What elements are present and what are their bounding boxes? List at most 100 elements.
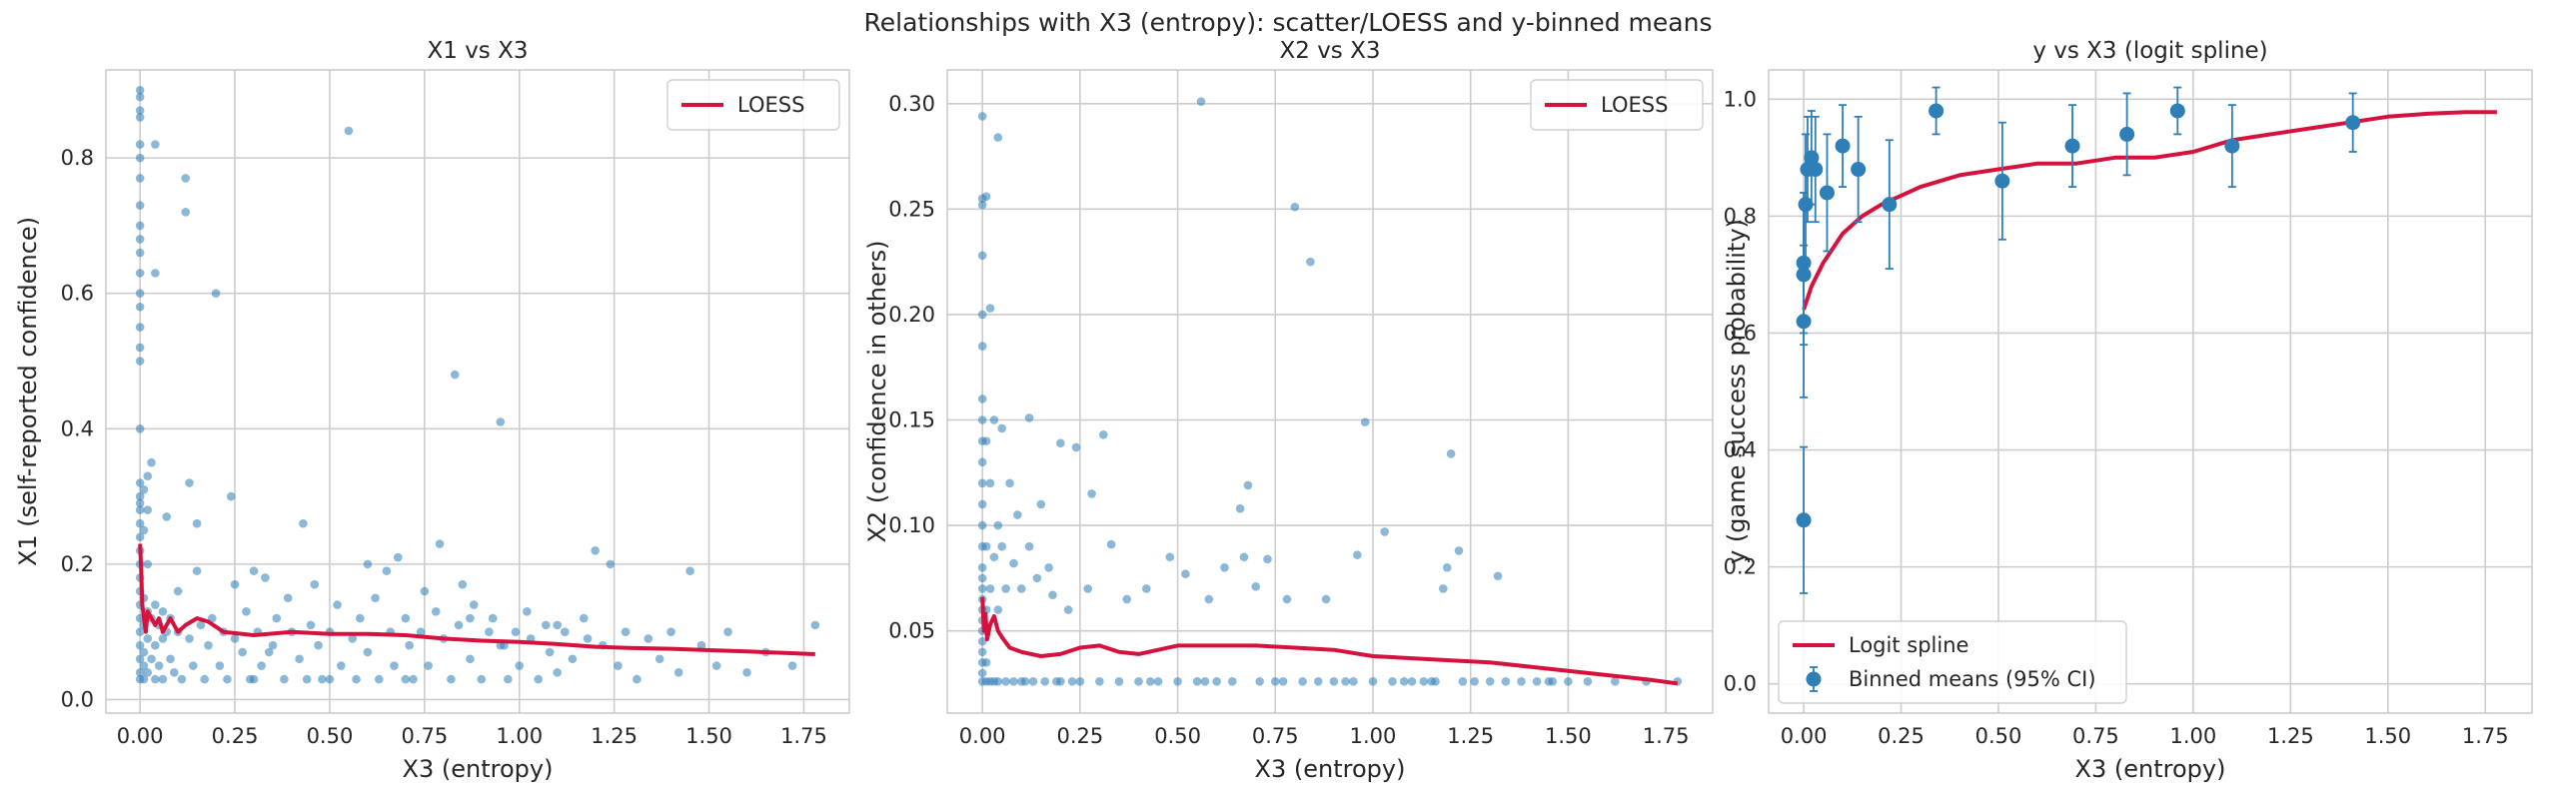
x-tick-label: 0.50 xyxy=(307,724,354,748)
scatter-point xyxy=(431,607,441,616)
scatter-point xyxy=(1270,677,1280,686)
figure-title: Relationships with X3 (entropy): scatter… xyxy=(863,8,1713,37)
scatter-point xyxy=(299,518,308,528)
scatter-point xyxy=(143,634,153,643)
scatter-point xyxy=(1134,677,1143,686)
scatter-point xyxy=(177,674,187,684)
scatter-point xyxy=(654,654,664,664)
y-tick-label: 0.4 xyxy=(61,416,94,440)
binned-mean-point xyxy=(2224,138,2240,154)
y-tick-label: 0.30 xyxy=(888,92,935,116)
scatter-point xyxy=(1075,677,1085,686)
scatter-point xyxy=(135,106,145,115)
scatter-point xyxy=(135,235,145,244)
scatter-point xyxy=(1032,573,1042,583)
scatter-point xyxy=(1122,594,1132,604)
x-axis-label: X3 (entropy) xyxy=(403,755,554,783)
y-tick-label: 0.8 xyxy=(61,146,94,170)
y-tick-label: 1.0 xyxy=(1724,87,1757,111)
scatter-point xyxy=(977,457,987,467)
scatter-point xyxy=(1263,554,1272,564)
scatter-point xyxy=(143,668,153,677)
y-tick-label: 0.0 xyxy=(61,687,94,711)
scatter-point xyxy=(1024,413,1034,422)
scatter-point xyxy=(139,525,149,535)
legend-box xyxy=(1530,79,1704,131)
scatter-point xyxy=(1439,584,1448,593)
binned-mean-point xyxy=(1851,162,1867,178)
scatter-point xyxy=(1099,429,1108,439)
scatter-point xyxy=(1360,417,1370,426)
scatter-point xyxy=(545,647,555,657)
scatter-point xyxy=(447,674,456,684)
scatter-point xyxy=(583,634,593,643)
scatter-point xyxy=(139,647,149,657)
legend: LOESS xyxy=(666,79,840,131)
scatter-point xyxy=(302,674,312,684)
scatter-point xyxy=(420,586,430,596)
x-tick-label: 1.25 xyxy=(1447,724,1494,748)
scatter-point xyxy=(1212,677,1221,686)
plot-area xyxy=(1796,86,2497,594)
legend: Logit spline Binned means (95% CI) xyxy=(1778,620,2127,704)
binned-mean-point xyxy=(2345,115,2361,131)
scatter-point xyxy=(226,491,236,501)
binned-mean-point xyxy=(1882,197,1898,213)
scatter-point xyxy=(242,607,251,616)
scatter-point xyxy=(1493,571,1503,581)
chart-panel-1: 0.00 0.25 0.50 0.75 1.00 1.25 1.50 1.75 0.0 0.2 0.… xyxy=(14,38,850,783)
scatter-point xyxy=(1227,677,1237,686)
x-tick-label: 1.75 xyxy=(1643,724,1690,748)
scatter-point xyxy=(977,478,987,488)
scatter-point xyxy=(344,126,354,136)
scatter-point xyxy=(151,140,160,149)
scatter-point xyxy=(185,634,194,643)
scatter-point xyxy=(280,674,289,684)
legend: LOESS xyxy=(1530,79,1704,131)
scatter-point xyxy=(135,627,145,636)
scatter-point xyxy=(135,668,145,677)
scatter-point xyxy=(139,674,149,684)
x-axis-label: X3 (entropy) xyxy=(1255,755,1406,783)
scatter-point xyxy=(977,584,987,593)
scatter-point xyxy=(204,640,213,650)
scatter-point xyxy=(977,668,987,678)
scatter-point xyxy=(405,640,414,650)
scatter-point xyxy=(325,674,335,684)
scatter-point xyxy=(1368,677,1378,686)
scatter-point xyxy=(135,201,145,210)
scatter-point xyxy=(989,552,999,562)
scatter-point xyxy=(416,627,426,636)
scatter-point xyxy=(318,674,327,684)
y-tick-label: 0.15 xyxy=(888,408,935,432)
y-tick-label: 0.4 xyxy=(1724,438,1757,462)
axes-frame xyxy=(1768,69,2533,714)
scatter-point xyxy=(135,423,145,433)
scatter-point xyxy=(158,674,168,684)
scatter-point xyxy=(158,634,168,643)
scatter-point xyxy=(261,573,270,582)
scatter-point xyxy=(1048,590,1057,600)
x-tick-label: 1.50 xyxy=(685,724,732,748)
scatter-point xyxy=(1501,677,1511,686)
scatter-point xyxy=(1181,569,1190,578)
scatter-point xyxy=(1388,677,1397,686)
scatter-point xyxy=(977,499,987,509)
scatter-point xyxy=(561,627,570,636)
scatter-point xyxy=(1427,677,1436,686)
scatter-point xyxy=(993,605,1003,614)
scatter-point xyxy=(606,559,616,569)
scatter-point xyxy=(272,613,282,623)
scatter-point xyxy=(135,92,145,102)
scatter-point xyxy=(1532,677,1542,686)
scatter-point xyxy=(579,613,589,623)
scatter-point xyxy=(696,640,706,650)
scatter-point xyxy=(1153,677,1163,686)
scatter-point xyxy=(1071,442,1081,452)
scatter-point xyxy=(742,668,751,677)
scatter-point xyxy=(993,133,1003,142)
y-tick-label: 0.6 xyxy=(61,282,94,306)
scatter-point xyxy=(356,613,365,623)
scatter-point xyxy=(711,661,721,670)
scatter-point xyxy=(977,563,987,572)
